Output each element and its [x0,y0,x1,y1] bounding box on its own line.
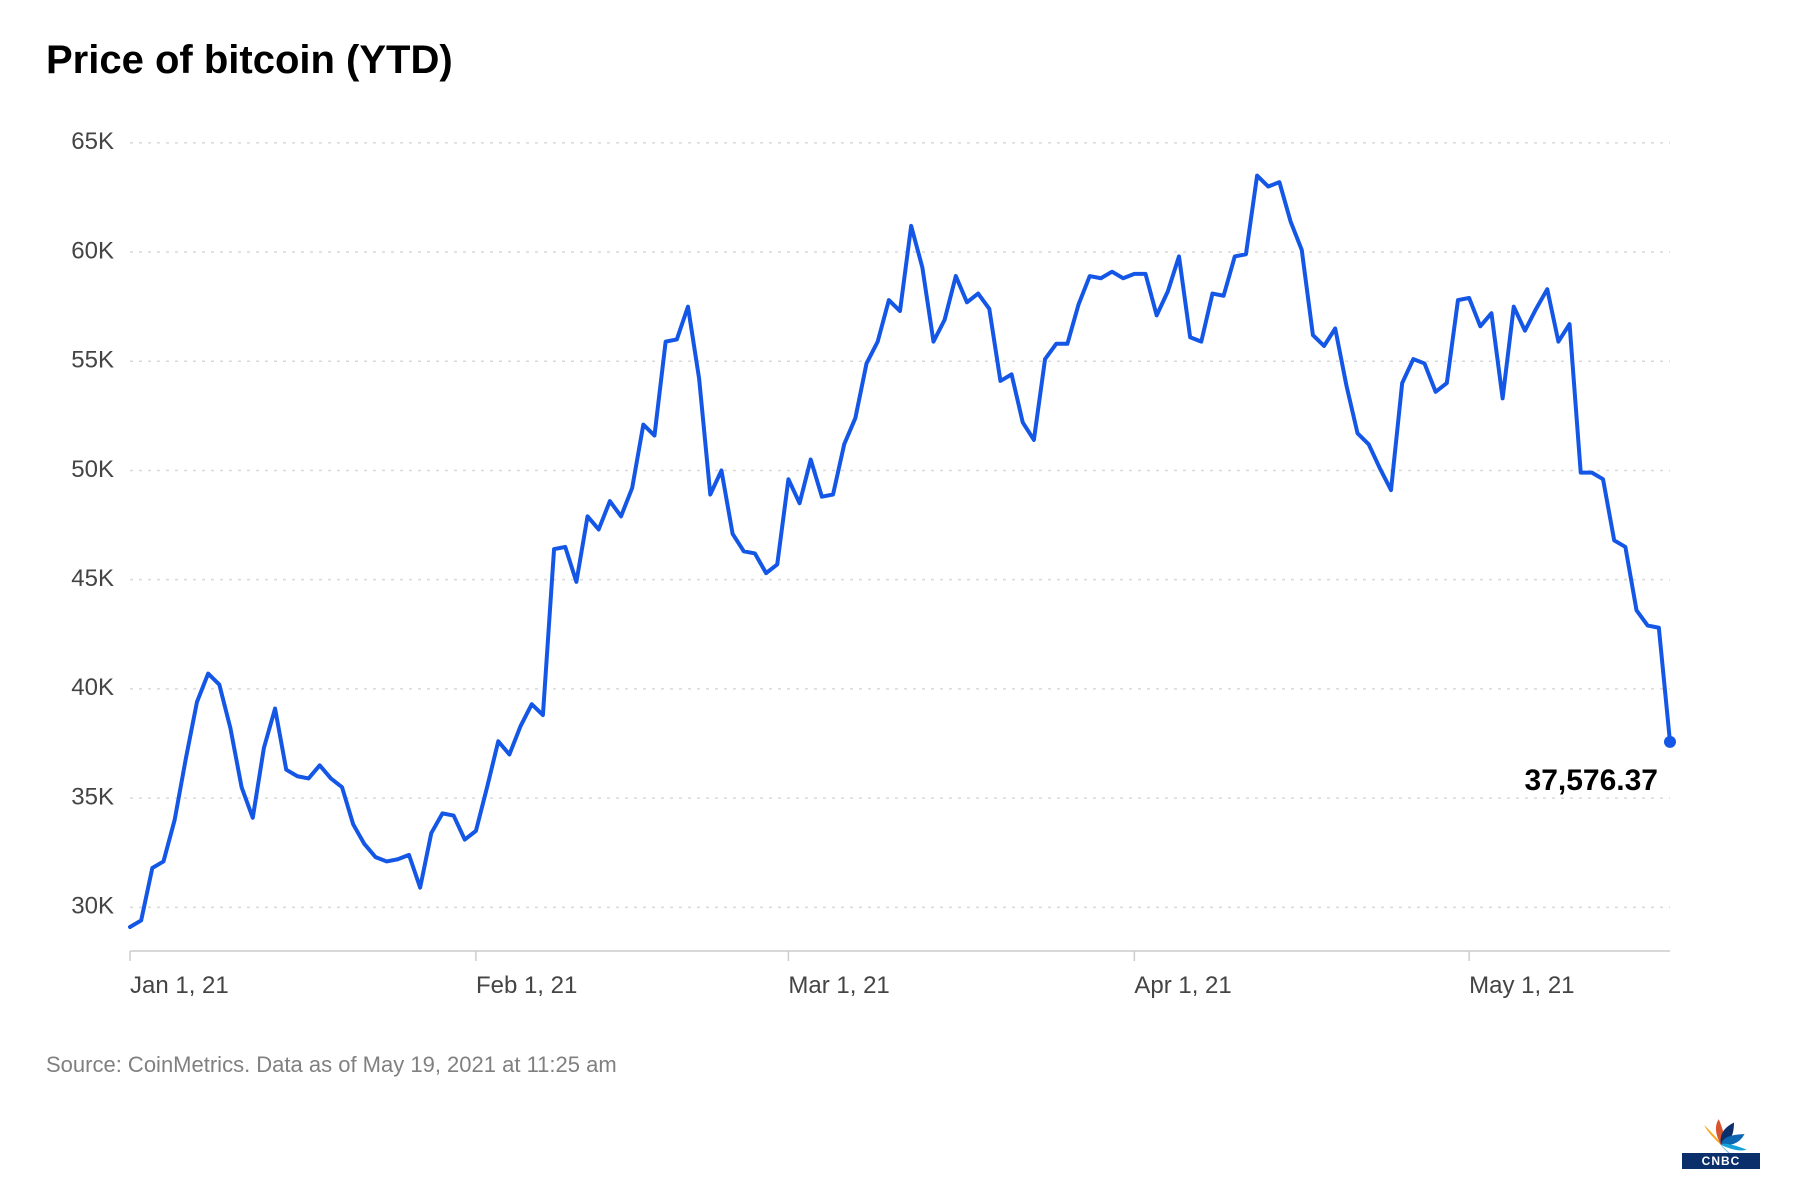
svg-text:40K: 40K [71,674,114,701]
svg-text:50K: 50K [71,456,114,483]
peacock-icon: CNBC [1682,1115,1760,1169]
network-logo: CNBC [1682,1115,1760,1174]
svg-text:65K: 65K [71,128,114,155]
svg-text:55K: 55K [71,347,114,374]
chart-title: Price of bitcoin (YTD) [46,38,1760,83]
svg-text:Mar 1, 21: Mar 1, 21 [788,972,889,999]
svg-text:37,576.37: 37,576.37 [1525,764,1658,797]
line-chart-svg: 30K 35K 40K 45K 50K 55K 60K 65K Jan 1, 21 Feb 1, … [40,101,1720,1021]
svg-text:CNBC: CNBC [1702,1154,1741,1168]
svg-text:Apr 1, 21: Apr 1, 21 [1134,972,1231,999]
source-text: Source: CoinMetrics. Data as of May 19, … [46,1052,1760,1078]
chart-container: Price of bitcoin (YTD) 30K 35K 40K 45K 50K 55… [0,0,1800,1200]
svg-text:May 1, 21: May 1, 21 [1469,972,1574,999]
svg-text:60K: 60K [71,237,114,264]
chart-plot: 30K 35K 40K 45K 50K 55K 60K 65K Jan 1, 21 Feb 1, … [40,101,1760,1026]
svg-text:Jan 1, 21: Jan 1, 21 [130,972,229,999]
svg-text:Feb 1, 21: Feb 1, 21 [476,972,577,999]
svg-text:30K: 30K [71,893,114,920]
svg-text:35K: 35K [71,783,114,810]
svg-text:45K: 45K [71,565,114,592]
